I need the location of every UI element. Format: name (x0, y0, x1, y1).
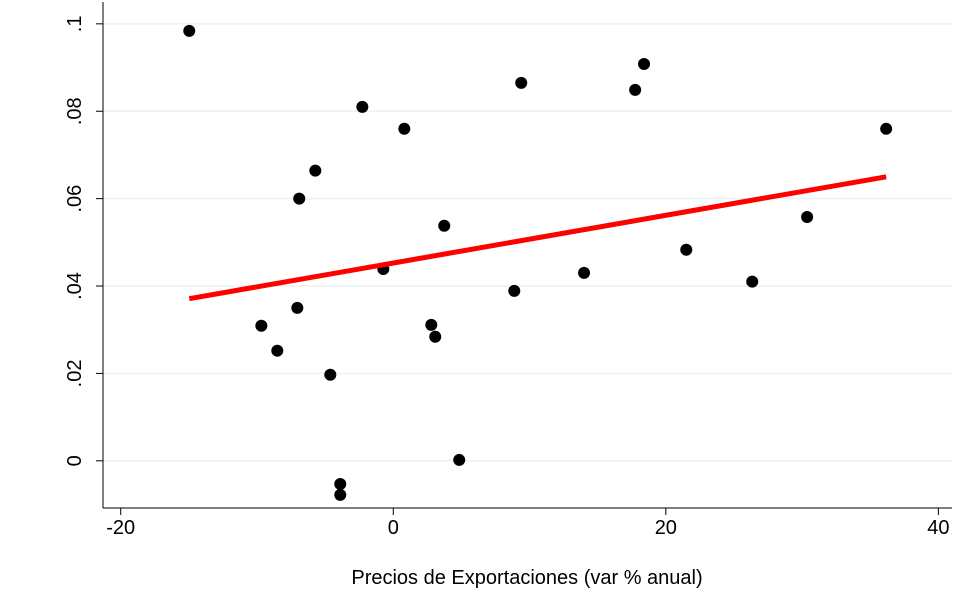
point (438, 219, 451, 232)
y-tick-label: .04 (64, 272, 86, 300)
point (334, 477, 347, 490)
point (453, 453, 466, 466)
x-tick-label: 40 (927, 517, 949, 539)
x-tick-label: 20 (655, 517, 677, 539)
point (291, 301, 304, 314)
y-tick-label: .08 (64, 97, 86, 125)
x-tick-label: 0 (388, 517, 399, 539)
point (309, 164, 322, 177)
point (629, 83, 642, 96)
point (801, 210, 814, 223)
point (255, 319, 268, 332)
point (183, 24, 196, 37)
y-tick-label: .06 (64, 185, 86, 213)
point (398, 122, 411, 135)
y-tick-label: .1 (64, 16, 86, 33)
point (425, 318, 438, 331)
point (680, 243, 693, 256)
point (880, 122, 893, 135)
x-tick-label: -20 (106, 517, 135, 539)
point (334, 488, 347, 501)
point (746, 275, 759, 288)
point (638, 58, 651, 71)
y-tick-label: 0 (64, 455, 86, 466)
point (293, 192, 306, 205)
y-tick-label: .02 (64, 360, 86, 388)
x-axis-title: Precios de Exportaciones (var % anual) (351, 567, 702, 589)
point (271, 344, 284, 357)
point (508, 284, 521, 297)
point (515, 76, 528, 89)
fit-line (188, 174, 887, 302)
point (356, 100, 369, 113)
point (324, 368, 337, 381)
point (429, 330, 442, 343)
point (578, 266, 591, 279)
